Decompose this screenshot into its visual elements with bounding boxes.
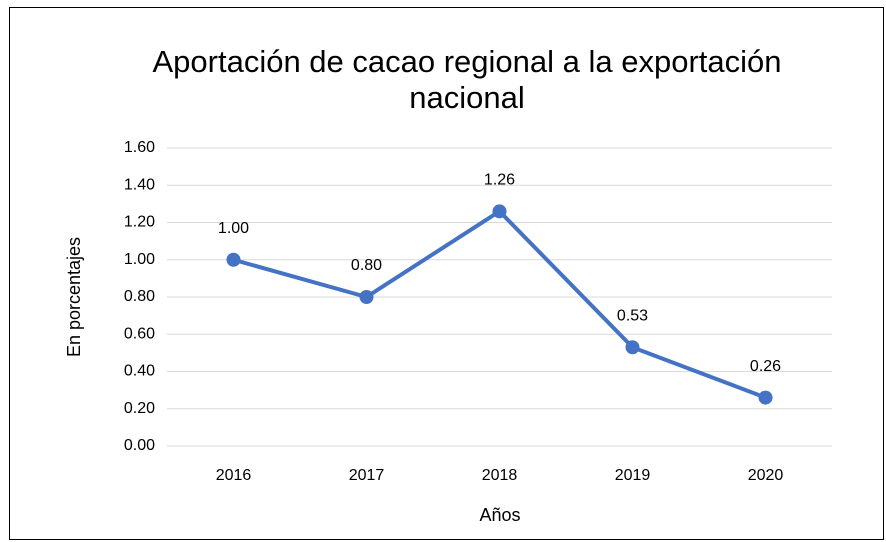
line <box>232 209 767 400</box>
marker <box>492 204 507 219</box>
y-tick-label: 0.40 <box>124 363 155 380</box>
data-label: 1.26 <box>484 172 515 189</box>
data-label: 1.00 <box>218 220 249 237</box>
y-tick-label: 0.20 <box>124 400 155 417</box>
y-tick-label: 0.60 <box>124 325 155 342</box>
marker <box>625 340 640 355</box>
x-axis-label: Años <box>479 505 520 525</box>
marker <box>758 390 773 405</box>
chart-frame <box>9 7 884 540</box>
x-tick-label: 2018 <box>482 467 518 484</box>
y-tick-label: 0.00 <box>124 437 155 454</box>
y-tick-label: 1.60 <box>124 139 155 156</box>
y-tick-label: 1.40 <box>124 176 155 193</box>
x-tick-label: 2016 <box>216 467 252 484</box>
y-tick-label: 1.20 <box>124 214 155 231</box>
marker <box>359 290 374 304</box>
data-label: 0.26 <box>750 358 781 375</box>
y-axis-label: En porcentajes <box>64 237 84 357</box>
data-label: 0.80 <box>351 257 382 274</box>
y-tick-label: 1.00 <box>124 251 155 268</box>
data-label: 0.53 <box>617 308 648 325</box>
x-tick-label: 2017 <box>349 467 385 484</box>
y-tick-label: 0.80 <box>124 288 155 305</box>
marker <box>226 252 241 267</box>
x-tick-label: 2020 <box>748 467 784 484</box>
chart-title: Aportación de cacao regional a la export… <box>152 44 782 115</box>
x-tick-label: 2019 <box>615 467 651 484</box>
